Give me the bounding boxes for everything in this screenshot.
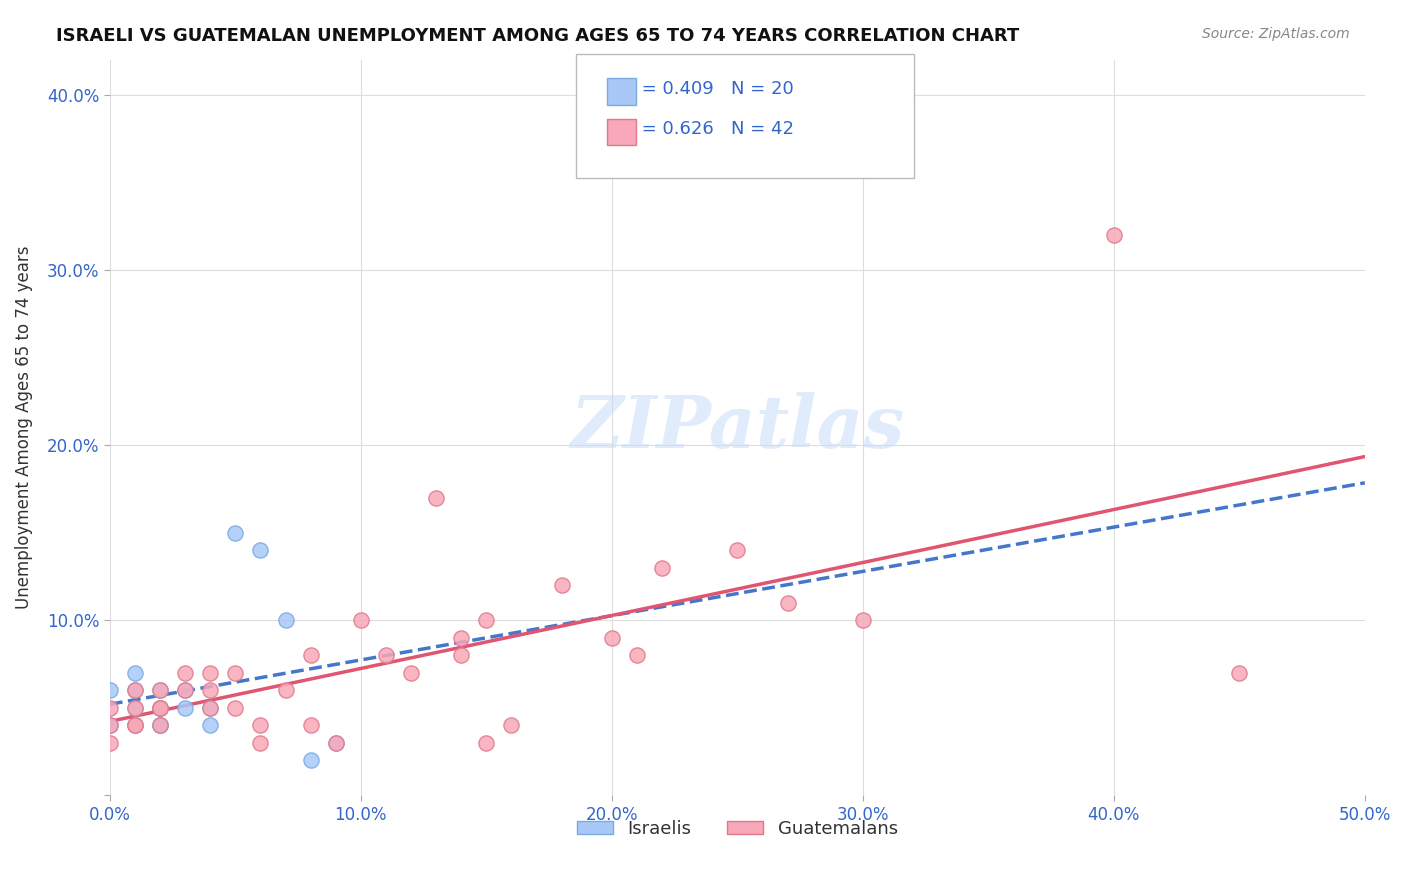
Point [852, 613, 875, 627]
Point [124, 701, 146, 715]
Point [274, 683, 297, 698]
Point [249, 736, 271, 750]
Point [450, 648, 472, 663]
Point [174, 683, 197, 698]
Point [501, 718, 523, 732]
Point [224, 701, 246, 715]
Legend: Israelis, Guatemalans: Israelis, Guatemalans [569, 813, 905, 846]
Point [174, 683, 197, 698]
Text: R = 0.626   N = 42: R = 0.626 N = 42 [612, 120, 793, 138]
Y-axis label: Unemployment Among Ages 65 to 74 years: Unemployment Among Ages 65 to 74 years [15, 246, 32, 609]
Point [450, 631, 472, 645]
Point [651, 560, 673, 574]
Point [149, 683, 172, 698]
Point [124, 683, 146, 698]
Point [1227, 665, 1250, 680]
Point [200, 701, 222, 715]
Text: Source: ZipAtlas.com: Source: ZipAtlas.com [1202, 27, 1350, 41]
Point [149, 718, 172, 732]
Point [124, 718, 146, 732]
Point [224, 525, 246, 540]
Point [299, 648, 322, 663]
Point [299, 753, 322, 767]
Point [124, 665, 146, 680]
Point [374, 648, 396, 663]
Point [149, 701, 172, 715]
Text: ISRAELI VS GUATEMALAN UNEMPLOYMENT AMONG AGES 65 TO 74 YEARS CORRELATION CHART: ISRAELI VS GUATEMALAN UNEMPLOYMENT AMONG… [56, 27, 1019, 45]
Point [475, 613, 498, 627]
Text: R = 0.409   N = 20: R = 0.409 N = 20 [612, 80, 793, 98]
Point [224, 665, 246, 680]
Point [1102, 227, 1125, 242]
Point [98, 736, 121, 750]
Point [200, 718, 222, 732]
Point [124, 718, 146, 732]
Point [299, 718, 322, 732]
Point [200, 665, 222, 680]
Point [325, 736, 347, 750]
Point [249, 718, 271, 732]
Point [174, 701, 197, 715]
Point [425, 491, 447, 505]
Point [200, 701, 222, 715]
Point [124, 718, 146, 732]
Point [475, 736, 498, 750]
Point [174, 665, 197, 680]
Point [200, 683, 222, 698]
Point [124, 683, 146, 698]
Point [325, 736, 347, 750]
Point [149, 718, 172, 732]
Point [249, 543, 271, 558]
Point [274, 613, 297, 627]
Text: ZIPatlas: ZIPatlas [571, 392, 904, 463]
Point [98, 718, 121, 732]
Point [725, 543, 748, 558]
Point [550, 578, 572, 592]
Point [149, 701, 172, 715]
Point [776, 596, 799, 610]
Point [98, 701, 121, 715]
Point [600, 631, 623, 645]
Point [626, 648, 648, 663]
Point [98, 718, 121, 732]
Point [350, 613, 373, 627]
Point [98, 683, 121, 698]
Point [149, 701, 172, 715]
Point [149, 701, 172, 715]
Point [399, 665, 422, 680]
Point [149, 718, 172, 732]
Point [149, 683, 172, 698]
Point [124, 701, 146, 715]
